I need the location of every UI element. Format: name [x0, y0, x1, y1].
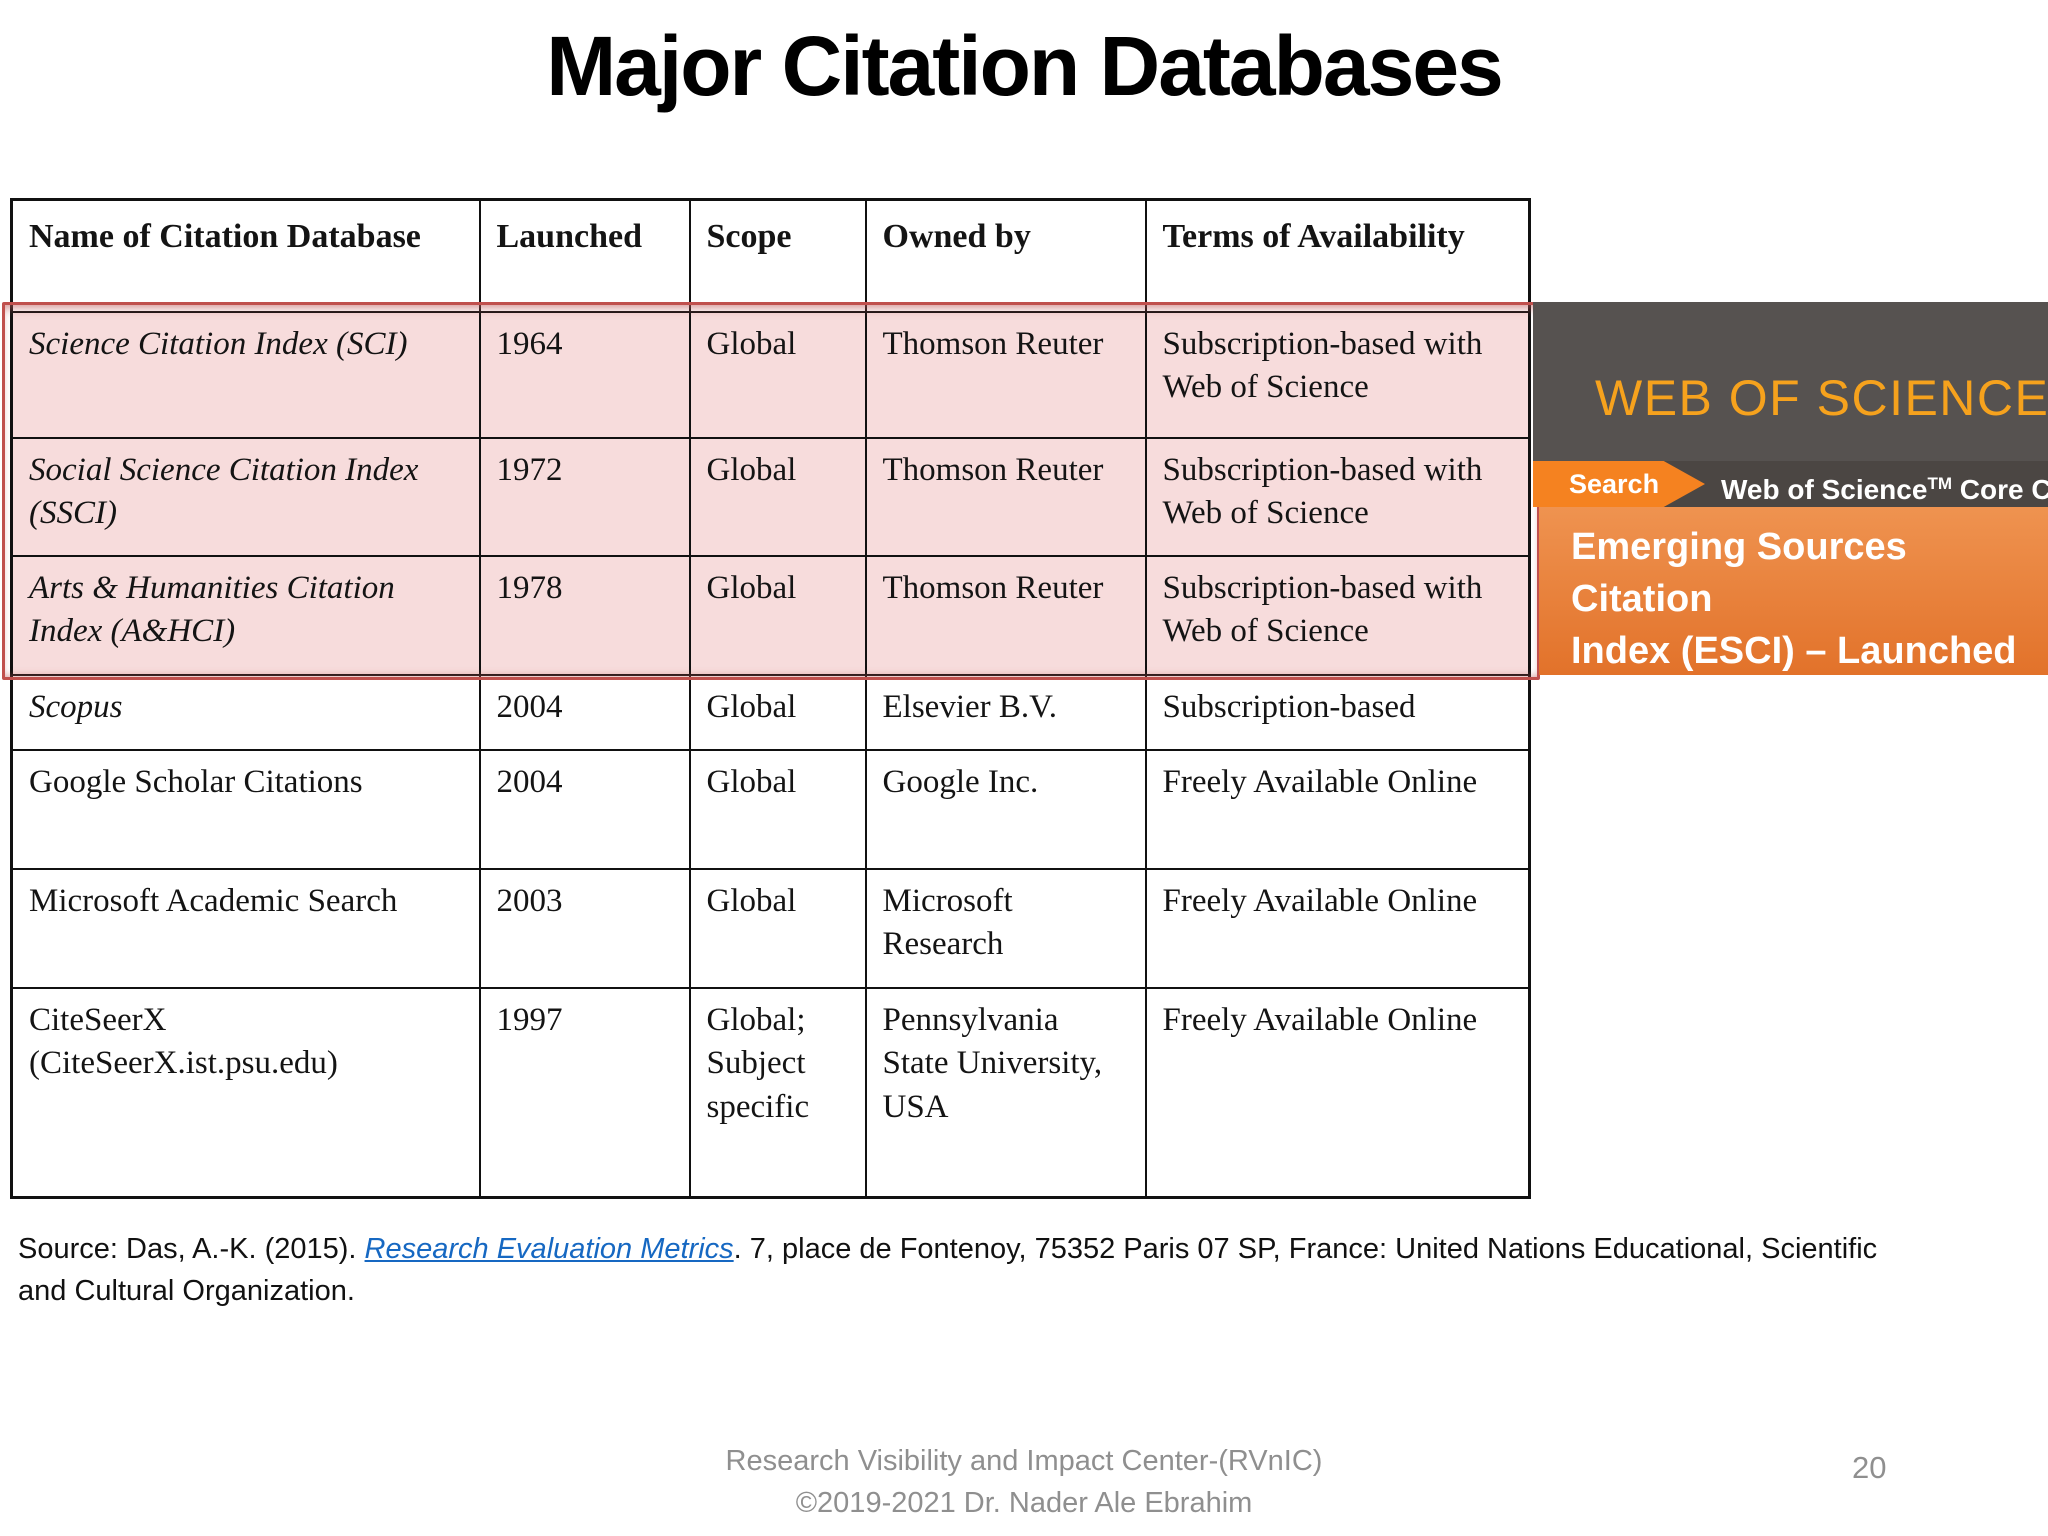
cell-owned-by: Google Inc.	[864, 748, 1147, 870]
cell-name: Arts & Humanities Citation Index (A&HCI)	[10, 554, 481, 676]
cell-owned-by: Elsevier B.V.	[864, 673, 1147, 751]
cell-terms: Subscription-based	[1144, 673, 1531, 751]
cell-launched: 1978	[478, 554, 691, 676]
cell-scope: Global	[688, 436, 867, 557]
col-header-name: Name of Citation Database	[10, 198, 481, 313]
source-prefix: Source: Das, A.-K. (2015).	[18, 1233, 365, 1265]
table-row-ahci: Arts & Humanities Citation Index (A&HCI)…	[10, 554, 1531, 676]
col-header-scope: Scope	[688, 198, 867, 313]
cell-scope: Global	[688, 867, 867, 989]
cell-launched: 2004	[478, 748, 691, 870]
cell-owned-by: Thomson Reuter	[864, 436, 1147, 557]
table-row-microsoft-academic: Microsoft Academic Search 2003 Global Mi…	[10, 867, 1531, 989]
cell-owned-by: Thomson Reuter	[864, 310, 1147, 439]
table-row-ssci: Social Science Citation Index (SSCI) 197…	[10, 436, 1531, 557]
esci-callout: Emerging Sources Citation Index (ESCI) –…	[1539, 507, 2048, 724]
footer-line-1: Research Visibility and Impact Center-(R…	[725, 1445, 1323, 1477]
cell-name: Google Scholar Citations	[10, 748, 481, 870]
web-of-science-logo-text: WEB OF SCIENCE	[1595, 370, 2048, 426]
search-button[interactable]: Search	[1533, 461, 1705, 507]
esci-line: Emerging Sources Citation	[1571, 526, 1907, 620]
col-header-terms: Terms of Availability	[1144, 198, 1531, 313]
cell-name: Microsoft Academic Search	[10, 867, 481, 989]
wos-search-bar: Search Web of ScienceTM Core Collect	[1533, 461, 2048, 507]
cell-name: Social Science Citation Index (SSCI)	[10, 436, 481, 557]
cell-terms: Subscription-based with Web of Science	[1144, 436, 1531, 557]
slide-footer: Research Visibility and Impact Center-(R…	[0, 1440, 2048, 1524]
table-row-google-scholar: Google Scholar Citations 2004 Global Goo…	[10, 748, 1531, 870]
web-of-science-logo-panel: WEB OF SCIENCE™	[1533, 302, 2048, 461]
breadcrumb-rest-text: Core Collect	[1959, 474, 2048, 505]
trademark-superscript: TM	[1927, 474, 1952, 493]
cell-scope: Global	[688, 748, 867, 870]
table-row-sci: Science Citation Index (SCI) 1964 Global…	[10, 310, 1531, 439]
cell-owned-by: Microsoft Research	[864, 867, 1147, 989]
breadcrumb-main-text: Web of Science	[1721, 474, 1928, 505]
citation-databases-table: Name of Citation Database Launched Scope…	[10, 198, 1531, 1199]
cell-name: Science Citation Index (SCI)	[10, 310, 481, 439]
table-row-scopus: Scopus 2004 Global Elsevier B.V. Subscri…	[10, 673, 1531, 751]
cell-scope: Global	[688, 554, 867, 676]
col-header-owned-by: Owned by	[864, 198, 1147, 313]
table-header-row: Name of Citation Database Launched Scope…	[10, 198, 1531, 313]
cell-owned-by: Thomson Reuter	[864, 554, 1147, 676]
cell-terms: Subscription-based with Web of Science	[1144, 554, 1531, 676]
wos-core-collection-tab[interactable]: Web of ScienceTM Core Collect	[1721, 461, 2048, 507]
cell-launched: 2003	[478, 867, 691, 989]
cell-scope: Global	[688, 310, 867, 439]
source-note: Source: Das, A.-K. (2015). Research Eval…	[18, 1228, 1883, 1312]
footer-line-2: ©2019-2021 Dr. Nader Ale Ebrahim	[795, 1487, 1253, 1520]
page-number: 20	[1852, 1450, 1887, 1485]
cell-owned-by: Pennsylvania State University, USA	[864, 986, 1147, 1199]
page-title: Major Citation Databases	[546, 19, 1504, 113]
cell-terms: Freely Available Online	[1144, 986, 1531, 1199]
cell-terms: Freely Available Online	[1144, 867, 1531, 989]
web-of-science-logo: WEB OF SCIENCE™	[1595, 302, 2048, 461]
cell-terms: Freely Available Online	[1144, 748, 1531, 870]
cell-scope: Global; Subject specific	[688, 986, 867, 1199]
source-suffix: . 7, place de Fontenoy, 75352 Paris 07 S…	[18, 1233, 1878, 1308]
cell-launched: 2004	[478, 673, 691, 751]
cell-launched: 1964	[478, 310, 691, 439]
source-link[interactable]: Research Evaluation Metrics	[364, 1233, 734, 1265]
cell-name: Scopus	[10, 673, 481, 751]
cell-launched: 1972	[478, 436, 691, 557]
esci-line: Index (ESCI) – Launched	[1571, 630, 2017, 672]
cell-terms: Subscription-based with Web of Science	[1144, 310, 1531, 439]
cell-launched: 1997	[478, 986, 691, 1199]
cell-scope: Global	[688, 673, 867, 751]
table-row-citeseerx: CiteSeerX (CiteSeerX.ist.psu.edu) 1997 G…	[10, 986, 1531, 1199]
esci-line: 2015	[1571, 682, 1656, 724]
cell-name: CiteSeerX (CiteSeerX.ist.psu.edu)	[10, 986, 481, 1199]
col-header-launched: Launched	[478, 198, 691, 313]
